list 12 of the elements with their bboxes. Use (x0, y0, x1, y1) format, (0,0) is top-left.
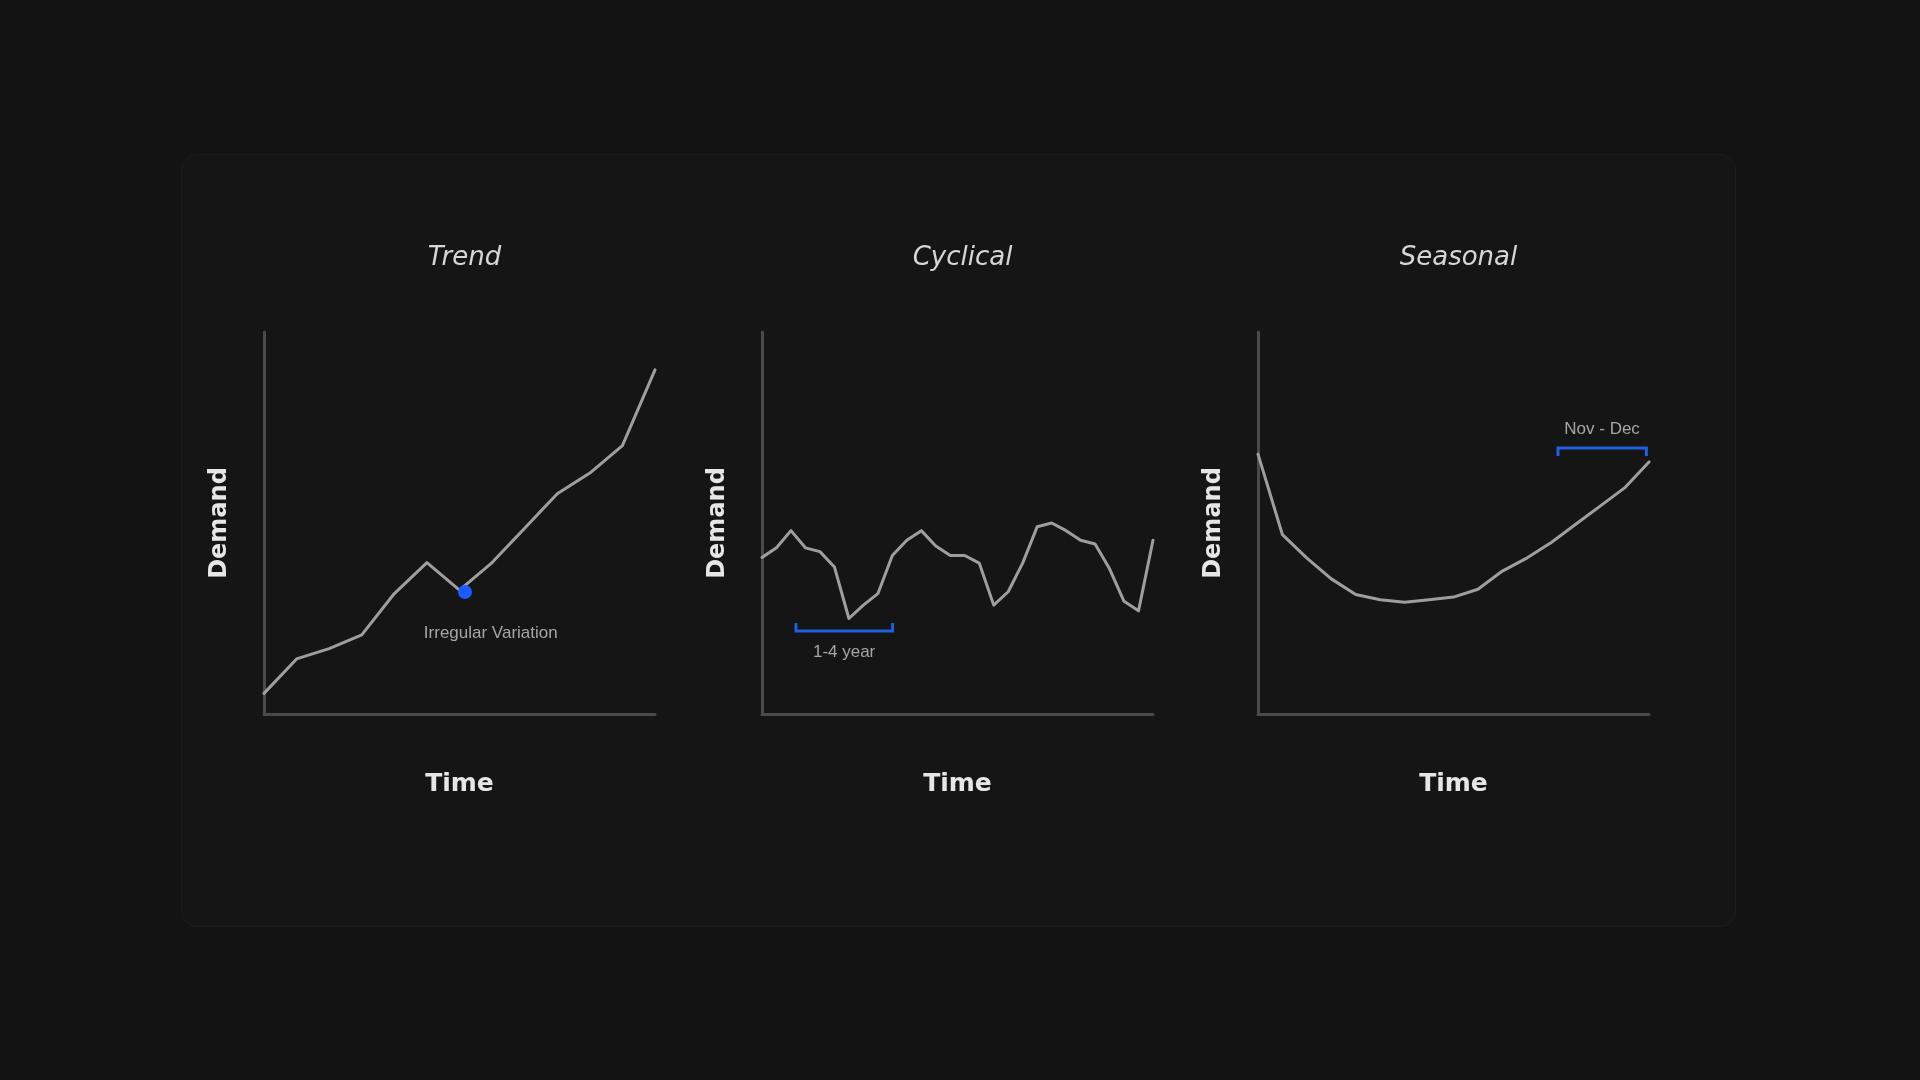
annotation: Irregular Variation (423, 623, 558, 644)
x-axis-title: Time (425, 768, 494, 797)
chart-title: Trend (427, 241, 502, 271)
y-axis-title: Demand (204, 467, 232, 579)
chart-title: Seasonal (1399, 241, 1519, 271)
x-axis-title: Time (1419, 768, 1488, 797)
x-axis-title: Time (923, 768, 992, 797)
y-axis-title: Demand (702, 467, 730, 579)
annotation: 1-4 year (812, 642, 876, 663)
y-axis-title: Demand (1198, 467, 1226, 579)
text: Nov - Dec (1564, 418, 1640, 439)
chart-title: Cyclical (912, 241, 1014, 271)
